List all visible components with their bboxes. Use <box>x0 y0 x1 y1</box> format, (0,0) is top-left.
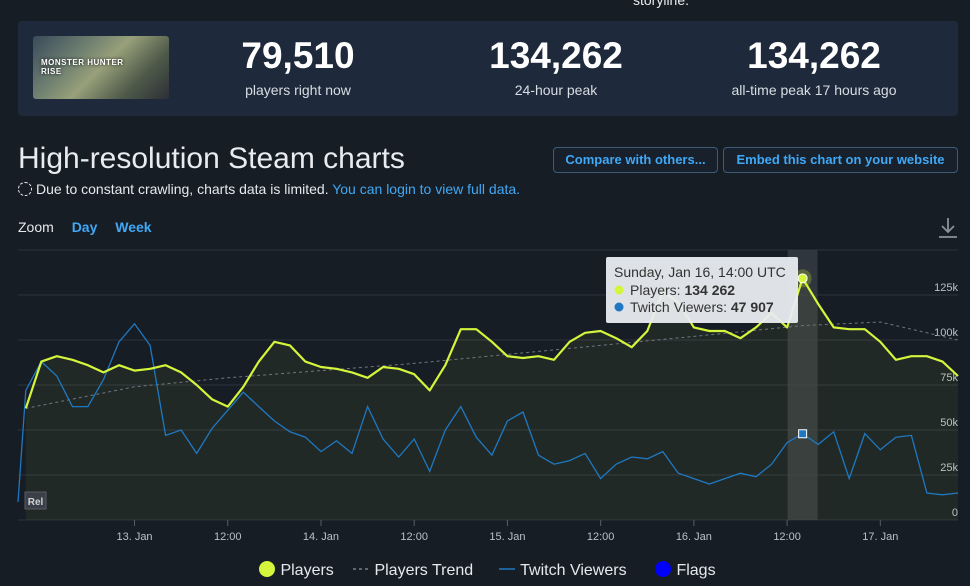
legend-players[interactable]: Players <box>258 560 334 580</box>
game-header-image[interactable]: MONSTER HUNTER RISE <box>33 36 169 99</box>
download-icon[interactable] <box>937 216 959 240</box>
rel-flag-marker <box>24 491 47 510</box>
y-tick-label: 75k <box>940 372 958 384</box>
players-hover-point <box>797 273 808 284</box>
y-tick-label: 0 <box>952 507 958 519</box>
legend-twitch-label: Twitch Viewers <box>520 562 627 579</box>
y-tick-label: 50k <box>940 417 958 429</box>
flags-legend-marker <box>655 561 671 577</box>
tooltip-players: Players: 134 262 <box>630 282 735 298</box>
rel-flag-label: Rel <box>28 497 44 508</box>
current-players-stat: 79,510 players right now <box>178 35 418 98</box>
x-tick-label: 12:00 <box>214 531 242 543</box>
game-logo-text: MONSTER HUNTER RISE <box>41 58 124 76</box>
y-tick-label: 25k <box>940 462 958 474</box>
twitch-legend-marker <box>499 568 515 570</box>
day-peak-value: 134,262 <box>489 35 623 76</box>
y-tick-label: 100k <box>934 327 958 339</box>
tooltip-twitch-dot <box>614 302 624 312</box>
all-time-peak-value: 134,262 <box>747 35 881 76</box>
x-tick-label: 15. Jan <box>489 531 525 543</box>
login-link[interactable]: You can login to view full data. <box>332 181 521 197</box>
tooltip-players-dot <box>614 285 624 295</box>
current-players-label: players right now <box>245 82 351 98</box>
players-area <box>25 278 959 520</box>
legend-flags-label: Flags <box>676 562 716 579</box>
current-players-value: 79,510 <box>241 35 355 76</box>
x-tick-label: 13. Jan <box>116 531 152 543</box>
y-tick-label: 125k <box>934 282 958 294</box>
dashed-circle-icon <box>18 182 32 196</box>
x-tick-label: 16. Jan <box>676 531 712 543</box>
legend-twitch[interactable]: Twitch Viewers <box>498 560 627 580</box>
day-peak-label: 24-hour peak <box>514 82 598 98</box>
tooltip-twitch: Twitch Viewers: 47 907 <box>630 299 774 315</box>
all-time-peak-label: all-time peak 17 hours ago <box>731 82 897 98</box>
tooltip-title: Sunday, Jan 16, 14:00 UTC <box>614 264 786 280</box>
trend-legend-marker <box>353 568 369 570</box>
x-tick-label: 12:00 <box>773 531 801 543</box>
zoom-week-button[interactable]: Week <box>115 219 152 235</box>
data-limit-notice: Due to constant crawling, charts data is… <box>18 181 520 197</box>
day-peak-stat: 134,262 24-hour peak <box>436 35 676 98</box>
description-fragment: storyline. <box>633 0 690 8</box>
charts-title: High-resolution Steam charts <box>18 142 405 175</box>
twitch-hover-point <box>798 429 808 439</box>
x-tick-label: 17. Jan <box>862 531 898 543</box>
zoom-day-button[interactable]: Day <box>71 219 98 235</box>
chart-tooltip <box>606 257 798 323</box>
embed-chart-button[interactable]: Embed this chart on your website <box>723 147 958 173</box>
x-tick-label: 12:00 <box>587 531 615 543</box>
players-legend-marker <box>259 561 275 577</box>
legend-players-trend[interactable]: Players Trend <box>352 560 473 580</box>
compare-button[interactable]: Compare with others... <box>553 147 718 173</box>
zoom-controls: Zoom Day Week <box>18 219 166 235</box>
stats-bar: MONSTER HUNTER RISE 79,510 players right … <box>18 21 958 116</box>
legend-flags[interactable]: Flags <box>654 560 716 580</box>
x-tick-label: 12:00 <box>400 531 428 543</box>
all-time-peak-stat: 134,262 all-time peak 17 hours ago <box>694 35 934 98</box>
x-tick-label: 14. Jan <box>303 531 339 543</box>
notice-text: Due to constant crawling, charts data is… <box>36 181 329 197</box>
legend-players-label: Players <box>280 562 334 579</box>
player-chart[interactable]: 0 25k 50k 75k 100k 125k 13. Jan 12:00 14. Jan 12:… <box>0 240 970 560</box>
legend-trend-label: Players Trend <box>374 562 474 579</box>
zoom-label: Zoom <box>18 219 54 235</box>
